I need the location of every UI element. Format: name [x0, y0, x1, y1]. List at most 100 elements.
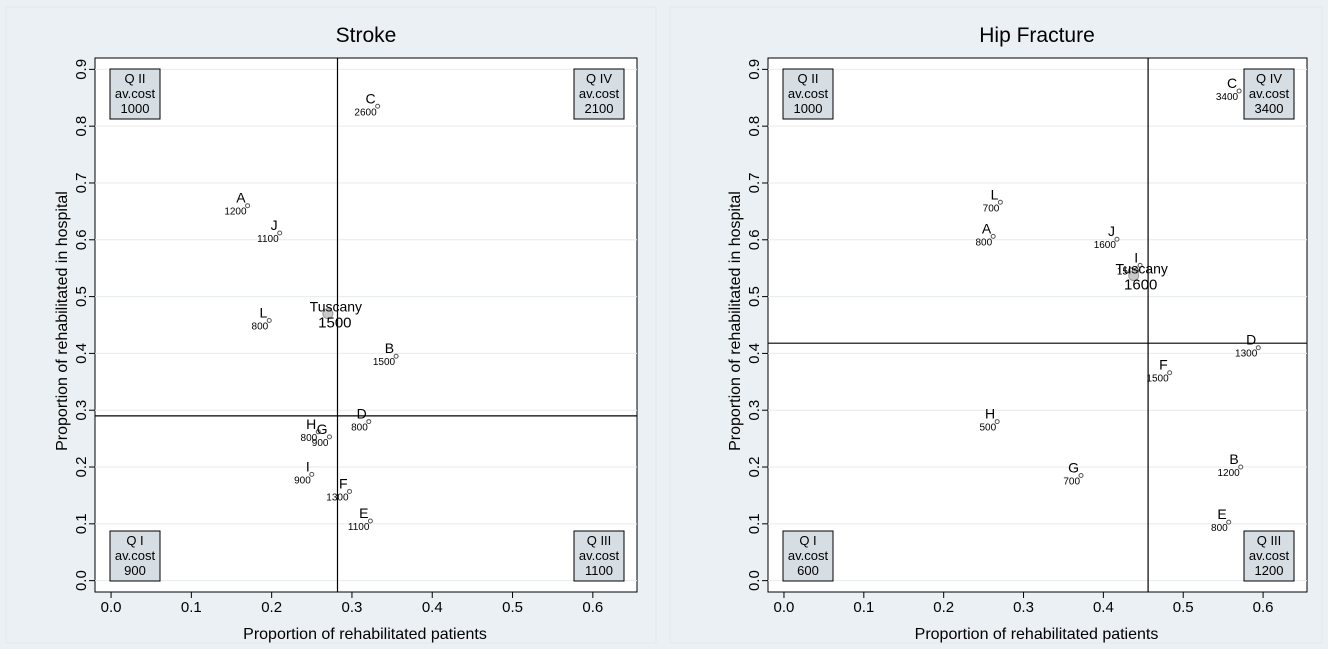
y-tick-label: 0.5 — [73, 286, 90, 307]
y-axis-label: Proportion of rehabilitated in hospital — [727, 191, 744, 451]
data-point-label: G — [1068, 460, 1079, 476]
x-tick-label: 0.6 — [582, 599, 603, 616]
x-tick-label: 0.0 — [774, 599, 795, 616]
x-tick-label: 0.5 — [1173, 599, 1194, 616]
quadrant-name: Q III — [1257, 533, 1282, 548]
data-point-cost: 1200 — [1217, 468, 1240, 479]
chart-title: Stroke — [336, 24, 397, 47]
data-point-label: A — [982, 220, 992, 236]
quadrant-cost-value: 1100 — [585, 563, 613, 578]
quadrant-name: Q IV — [1256, 71, 1282, 86]
x-axis-label: Proportion of rehabilitated patients — [243, 626, 487, 643]
data-point-label: C — [1227, 75, 1237, 91]
x-tick-label: 0.2 — [261, 599, 282, 616]
data-point-label: E — [359, 505, 368, 521]
y-tick-label: 0.4 — [73, 343, 90, 364]
x-tick-label: 0.2 — [933, 599, 954, 616]
y-tick-label: 0.1 — [746, 513, 763, 534]
data-point-cost: 1500 — [373, 357, 396, 368]
data-point-label: E — [1217, 506, 1226, 522]
data-point-label: B — [385, 340, 394, 356]
quadrant-cost-label: av.cost — [1249, 548, 1290, 563]
data-point-label: D — [357, 406, 367, 422]
data-point-label: L — [259, 304, 267, 320]
x-tick-label: 0.4 — [422, 599, 443, 616]
data-point-label: Tuscany — [1116, 261, 1168, 277]
y-tick-label: 0.7 — [746, 173, 763, 194]
chart-title: Hip Fracture — [979, 24, 1095, 47]
x-tick-label: 0.4 — [1093, 599, 1114, 616]
y-tick-label: 0.0 — [73, 570, 90, 591]
data-point-label: H — [306, 416, 316, 432]
quadrant-cost-label: av.cost — [115, 548, 156, 563]
data-point-cost: 800 — [1211, 523, 1228, 534]
data-point-cost: 1500 — [318, 315, 351, 332]
chart-panel-hip-fracture: 0.0 0.1 0.2 0.3 0.4 0.5 0.6 0.7 0.8 0.9 0.0 0.1 0.2 0… — [670, 7, 1322, 643]
x-tick-label: 0.5 — [502, 599, 523, 616]
x-tick-label: 0.6 — [1253, 599, 1274, 616]
quadrant-cost-value: 600 — [797, 563, 819, 578]
data-point-cost: 1300 — [326, 492, 349, 503]
y-tick-label: 0.8 — [73, 116, 90, 137]
quadrant-name: Q IV — [586, 71, 612, 86]
quadrant-cost-value: 1000 — [794, 101, 823, 116]
data-point-cost: 800 — [252, 321, 269, 332]
data-point-cost: 1100 — [348, 522, 370, 533]
data-point-label: A — [236, 190, 246, 206]
data-point-cost: 1500 — [1146, 374, 1169, 385]
y-tick-label: 0.2 — [73, 457, 90, 478]
quadrant-name: Q II — [798, 71, 819, 86]
quadrant-cost-label: av.cost — [579, 86, 620, 101]
data-point-cost: 900 — [294, 475, 311, 486]
x-tick-label: 0.3 — [342, 599, 363, 616]
quadrant-cost-label: av.cost — [788, 86, 829, 101]
quadrant-cost-label: av.cost — [1249, 86, 1290, 101]
quadrant-cost-value: 900 — [124, 563, 146, 578]
quadrant-name: Q II — [125, 71, 146, 86]
y-tick-label: 0.3 — [746, 400, 763, 421]
data-point-cost: 1600 — [1124, 277, 1157, 294]
x-tick-label: 0.1 — [853, 599, 874, 616]
y-tick-label: 0.4 — [746, 343, 763, 364]
quadrant-cost-label: av.cost — [579, 548, 620, 563]
y-tick-label: 0.7 — [73, 173, 90, 194]
quadrant-box: Q Iav.cost600 — [783, 531, 833, 581]
x-tick-label: 0.3 — [1013, 599, 1034, 616]
data-point-label: F — [339, 475, 348, 491]
quadrant-cost-label: av.cost — [788, 548, 829, 563]
data-point-label: C — [366, 90, 376, 106]
data-point-label: B — [1229, 451, 1238, 467]
data-point-cost: 800 — [975, 237, 992, 248]
data-point-label: J — [1108, 223, 1115, 239]
y-axis-label: Proportion of rehabilitated in hospital — [54, 191, 71, 451]
y-tick-label: 0.9 — [746, 59, 763, 80]
quadrant-box: Q IVav.cost2100 — [574, 69, 624, 119]
data-point-cost: 700 — [1063, 477, 1080, 488]
data-point-cost: 900 — [312, 438, 329, 449]
data-point-label: L — [991, 186, 999, 202]
data-point-cost: 1100 — [257, 234, 279, 245]
quadrant-cost-value: 3400 — [1255, 101, 1284, 116]
data-point-label: H — [985, 406, 995, 422]
quadrant-cost-value: 1000 — [121, 101, 150, 116]
y-tick-label: 0.8 — [746, 116, 763, 137]
y-tick-label: 0.3 — [73, 400, 90, 421]
y-tick-label: 0.5 — [746, 286, 763, 307]
quadrant-name: Q III — [587, 533, 612, 548]
data-point-label: Tuscany — [310, 299, 362, 315]
data-point-label: F — [1159, 357, 1168, 373]
data-point-cost: 1300 — [1235, 349, 1258, 360]
y-tick-label: 0.1 — [73, 513, 90, 534]
quadrant-name: Q I — [799, 533, 816, 548]
y-tick-label: 0.9 — [73, 59, 90, 80]
y-tick-label: 0.6 — [746, 229, 763, 250]
x-axis-label: Proportion of rehabilitated patients — [915, 626, 1159, 643]
data-point-cost: 2600 — [354, 107, 377, 118]
data-point-cost: 3400 — [1216, 92, 1239, 103]
y-tick-label: 0.2 — [746, 457, 763, 478]
